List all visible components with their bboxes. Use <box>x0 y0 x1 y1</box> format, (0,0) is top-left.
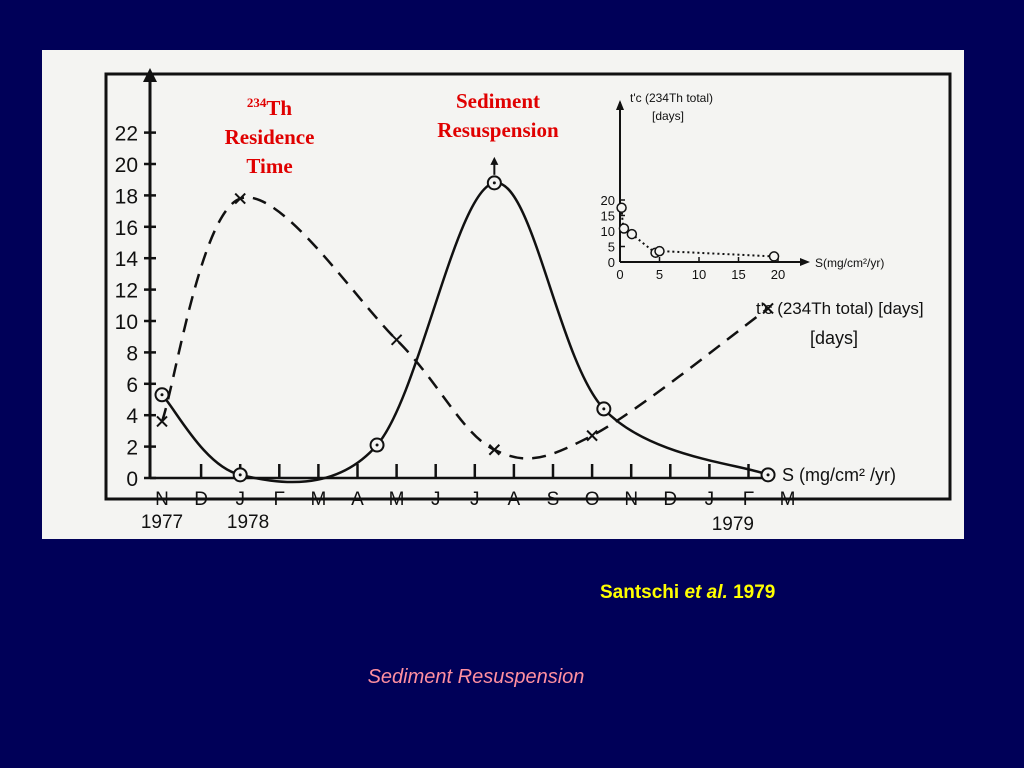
inset-y-arrow <box>616 100 624 110</box>
inset-y-axis-days: [days] <box>652 109 684 123</box>
x-tick-label: J <box>235 489 245 510</box>
x-tick-label: A <box>351 489 364 510</box>
y-tick-label: 6 <box>126 374 138 397</box>
inset-fit-curve <box>620 207 775 258</box>
x-tick-label: N <box>624 489 638 510</box>
inset-x-tick-label: 15 <box>731 267 745 282</box>
series-s-point-dot <box>492 181 496 185</box>
plot-frame <box>104 72 952 501</box>
inset-x-tick-label: 20 <box>771 267 785 282</box>
inset-point <box>618 223 630 234</box>
x-tick-label: J <box>705 489 715 510</box>
series-tc-point <box>586 429 598 442</box>
series-s-label: S (mg/cm² /yr) <box>782 465 896 485</box>
series-tc-label: t'c (234Th total) [days] <box>756 299 924 318</box>
figure-panel: 0 2 4 6 8 10 12 14 16 18 20 22 N D J F M A M J J A S O N D J F M 1977… <box>42 50 964 539</box>
y-tick-label: 16 <box>115 217 138 240</box>
inset-point <box>654 245 665 257</box>
x-tick-label: D <box>194 489 208 510</box>
x-tick-label: O <box>585 489 600 510</box>
y-tick-label: 20 <box>115 154 138 177</box>
inset-x-tick-label: 10 <box>692 267 706 282</box>
y-axis-arrow <box>143 68 157 82</box>
inset-x-tick-label: 0 <box>616 267 623 282</box>
y-tick-label: 22 <box>115 123 138 146</box>
series-s-point-dot <box>375 443 379 447</box>
th-residence-time-annotation: 234Th Residence Time <box>224 95 315 178</box>
x-tick-label: F <box>743 489 755 510</box>
y-tick-label: 4 <box>126 405 138 428</box>
citation: Santschi et al. 1979 <box>600 582 776 603</box>
x-tick-label: J <box>431 489 441 510</box>
inset-y-tick-label: 15 <box>601 209 615 224</box>
inset-y-tick-label: 20 <box>601 193 615 208</box>
y-tick-label: 18 <box>115 185 138 208</box>
x-tick-label: F <box>273 489 285 510</box>
y-tick-label: 8 <box>126 342 138 365</box>
y-tick-label: 0 <box>126 468 138 491</box>
x-tick-label: N <box>155 489 169 510</box>
series-s-point-dot <box>602 407 606 411</box>
inset-y-tick-label: 10 <box>601 224 615 239</box>
series-tc-point <box>234 192 246 205</box>
series-tc-point <box>488 444 501 456</box>
x-tick-label: M <box>389 489 405 510</box>
series-tc-point <box>390 334 403 346</box>
x-year-label: 1979 <box>712 514 754 535</box>
x-tick-label: M <box>310 489 326 510</box>
series-tc-point <box>762 302 774 315</box>
inset-y-tick-label: 0 <box>608 255 615 270</box>
inset-point <box>768 251 780 262</box>
inset-x-arrow <box>800 258 810 266</box>
series-s-point-dot <box>766 473 770 477</box>
x-tick-label: J <box>470 489 480 510</box>
y-tick-label: 10 <box>115 311 138 334</box>
y-tick-label: 12 <box>115 280 138 303</box>
series-tc-line <box>160 196 769 460</box>
series-tc-point <box>156 415 168 428</box>
series-s-point-dot <box>238 473 242 477</box>
series-s-line <box>161 181 769 484</box>
slide-caption: Sediment Resuspension <box>367 666 585 688</box>
inset-y-axis-label: t'c (234Th total) <box>630 91 713 105</box>
x-tick-label: A <box>508 489 521 510</box>
x-tick-label: D <box>663 489 677 510</box>
line-chart: 0 2 4 6 8 10 12 14 16 18 20 22 N D J F M A M J J A S O N D J F M 1977… <box>104 68 952 535</box>
inset-y-tick-label: 5 <box>608 240 615 255</box>
x-year-label: 1978 <box>227 512 269 533</box>
inset-x-axis-label: S(mg/cm²/yr) <box>815 256 884 270</box>
series-s-point-dot <box>160 393 164 397</box>
peak-arrow-head <box>490 156 499 165</box>
inset-point <box>616 202 627 213</box>
x-tick-label: M <box>780 489 796 510</box>
series-tc-days-label: [days] <box>810 328 858 348</box>
inset-point <box>626 228 638 240</box>
y-tick-label: 2 <box>126 437 138 460</box>
inset-x-tick-label: 5 <box>656 267 663 282</box>
y-tick-label: 14 <box>115 248 139 271</box>
x-tick-label: S <box>547 489 560 510</box>
sediment-resuspension-annotation: Sediment Resuspension <box>437 89 559 142</box>
x-year-label: 1977 <box>141 512 183 533</box>
